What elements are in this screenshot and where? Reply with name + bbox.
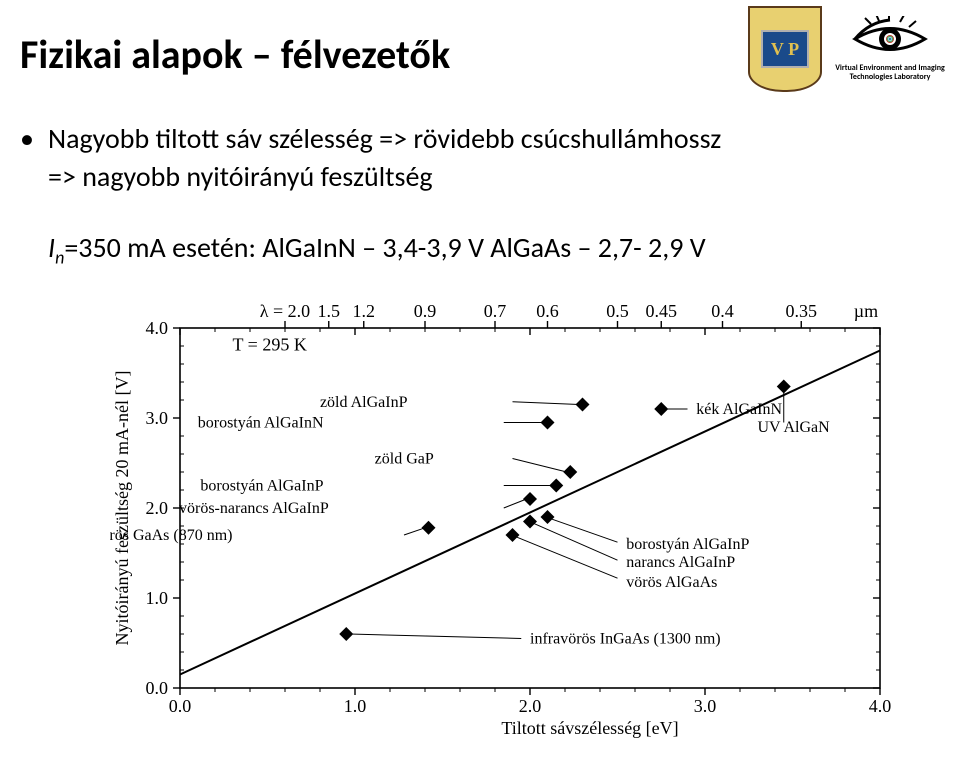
svg-text:narancs AlGaInP: narancs AlGaInP <box>626 554 735 571</box>
svg-text:4.0: 4.0 <box>146 318 169 338</box>
chart: 0.0 1.0 2.0 3.0 4.0 0.0 1.0 2.0 3.0 4.0 λ = 2.0 1.5… <box>110 300 900 740</box>
svg-text:vörös-narancs AlGaInP: vörös-narancs AlGaInP <box>179 500 329 517</box>
header-logos: V P Virtual Environment and Imaging Tech… <box>748 6 950 92</box>
svg-text:infravörös GaAs (870 nm): infravörös GaAs (870 nm) <box>110 527 233 544</box>
svg-text:0.0: 0.0 <box>169 696 192 716</box>
svg-text:zöld AlGaInP: zöld AlGaInP <box>320 394 408 411</box>
svg-text:0.7: 0.7 <box>484 301 507 321</box>
svg-text:vörös AlGaAs: vörös AlGaAs <box>626 574 717 591</box>
svg-text:2.0: 2.0 <box>519 696 542 716</box>
svg-text:0.35: 0.35 <box>786 301 818 321</box>
svg-text:3.0: 3.0 <box>694 696 717 716</box>
svg-text:Tiltott sávszélesség [eV]: Tiltott sávszélesség [eV] <box>501 718 678 738</box>
svg-text:UV AlGaN: UV AlGaN <box>758 419 831 436</box>
svg-text:0.6: 0.6 <box>536 301 559 321</box>
bullet-dot: • <box>20 120 48 158</box>
bullet-line-1: Nagyobb tiltott sáv szélesség => rövideb… <box>48 120 721 158</box>
lab-logo-text: Virtual Environment and Imaging Technolo… <box>830 64 950 82</box>
formula-line: In=350 mA esetén: AlGaInN – 3,4-3,9 V Al… <box>48 230 706 269</box>
svg-text:0.9: 0.9 <box>414 301 437 321</box>
formula-main: =350 mA esetén: AlGaInN – 3,4-3,9 V AlGa… <box>64 230 705 265</box>
svg-text:infravörös InGaAs (1300 nm): infravörös InGaAs (1300 nm) <box>530 631 721 648</box>
formula-prefix: I <box>48 230 55 265</box>
lab-logo: Virtual Environment and Imaging Technolo… <box>830 8 950 90</box>
crest-letters: V P <box>761 30 809 68</box>
formula-sub: n <box>55 247 64 269</box>
svg-text:µm: µm <box>854 301 878 321</box>
svg-text:T = 295 K: T = 295 K <box>233 335 307 355</box>
svg-text:0.5: 0.5 <box>606 301 629 321</box>
bullet-list: • Nagyobb tiltott sáv szélesség => rövid… <box>20 120 721 196</box>
svg-text:0.0: 0.0 <box>146 678 169 698</box>
svg-text:0.4: 0.4 <box>711 301 734 321</box>
svg-text:1.5: 1.5 <box>318 301 341 321</box>
svg-text:1.0: 1.0 <box>344 696 367 716</box>
svg-text:borostyán AlGaInP: borostyán AlGaInP <box>626 536 749 553</box>
bullet-line-2: => nagyobb nyitóirányú feszültség <box>48 158 433 196</box>
svg-text:kék AlGaInN: kék AlGaInN <box>696 401 782 418</box>
university-crest-logo: V P <box>748 6 822 92</box>
svg-text:zöld GaP: zöld GaP <box>375 451 434 468</box>
svg-text:2.0: 2.0 <box>146 498 169 518</box>
svg-text:1.2: 1.2 <box>353 301 376 321</box>
svg-text:λ = 2.0: λ = 2.0 <box>260 301 310 321</box>
svg-text:borostyán AlGaInN: borostyán AlGaInN <box>198 415 324 432</box>
eye-icon <box>851 16 929 62</box>
page-title: Fizikai alapok – félvezetők <box>20 30 450 79</box>
svg-text:3.0: 3.0 <box>146 408 169 428</box>
svg-text:borostyán AlGaInP: borostyán AlGaInP <box>200 478 323 495</box>
svg-text:Nyitóirányú feszültség 20 mA-n: Nyitóirányú feszültség 20 mA-nél [V] <box>112 371 132 646</box>
svg-text:4.0: 4.0 <box>869 696 892 716</box>
svg-text:1.0: 1.0 <box>146 588 169 608</box>
svg-text:0.45: 0.45 <box>646 301 678 321</box>
